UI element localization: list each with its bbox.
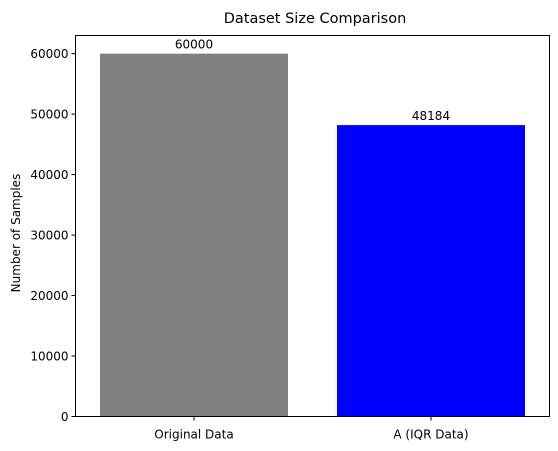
- y-tick-label: 30000: [30, 229, 68, 243]
- bar-1: [337, 125, 525, 417]
- bar-value-labels: 60000 48184: [175, 38, 450, 123]
- x-axis-ticks: Original Data A (IQR Data): [154, 416, 469, 442]
- y-tick-label: 50000: [30, 108, 68, 122]
- plot-frame: [75, 35, 550, 417]
- bars: [100, 53, 525, 417]
- y-axis-label: Number of Samples: [9, 174, 23, 293]
- y-axis-ticks: 0 10000 20000 30000 40000 50000 60000: [30, 47, 76, 424]
- y-tick-label: 20000: [30, 289, 68, 303]
- chart-title: Dataset Size Comparison: [224, 11, 407, 27]
- x-tick-label: A (IQR Data): [393, 428, 468, 442]
- y-tick-label: 60000: [30, 47, 68, 61]
- y-tick-label: 0: [61, 410, 69, 424]
- bar-value-label: 48184: [412, 109, 450, 123]
- y-tick-label: 40000: [30, 168, 68, 182]
- x-tick-label: Original Data: [154, 428, 233, 442]
- bar-value-label: 60000: [175, 38, 213, 52]
- bar-0: [100, 53, 288, 417]
- y-tick-label: 10000: [30, 350, 68, 364]
